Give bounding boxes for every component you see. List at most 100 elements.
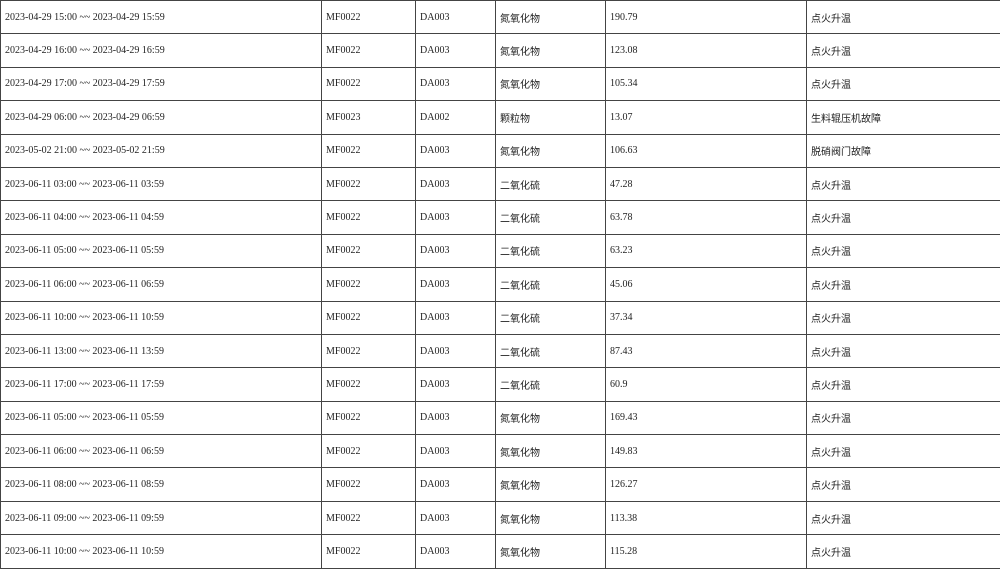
cell-period: 2023-06-11 13:00 ~~ 2023-06-11 13:59 — [0, 333, 322, 369]
cell-outlet: MF0022 — [321, 500, 416, 536]
cell-pollutant: 二氧化硫 — [495, 233, 606, 269]
cell-reason: 点火升温 — [806, 367, 1000, 402]
cell-value: 45.06 — [605, 267, 807, 302]
cell-pollutant: 二氧化硫 — [495, 200, 606, 235]
cell-period: 2023-06-11 04:00 ~~ 2023-06-11 04:59 — [0, 200, 322, 235]
cell-value: 106.63 — [605, 133, 807, 168]
cell-code: DA003 — [415, 333, 496, 369]
cell-code: DA003 — [415, 0, 496, 35]
cell-period: 2023-06-11 10:00 ~~ 2023-06-11 10:59 — [0, 300, 322, 335]
cell-code: DA003 — [415, 233, 496, 269]
cell-value: 149.83 — [605, 434, 807, 469]
cell-period: 2023-06-11 06:00 ~~ 2023-06-11 06:59 — [0, 267, 322, 302]
cell-outlet: MF0022 — [321, 267, 416, 302]
cell-value: 37.34 — [605, 300, 807, 335]
cell-pollutant: 氮氧化物 — [495, 400, 606, 436]
cell-code: DA002 — [415, 100, 496, 135]
cell-pollutant: 二氧化硫 — [495, 166, 606, 202]
table-row: 2023-06-11 05:00 ~~ 2023-06-11 05:59 MF00… — [0, 233, 1000, 269]
table-row: 2023-04-29 15:00 ~~ 2023-04-29 15:59 MF00… — [0, 0, 1000, 35]
cell-code: DA003 — [415, 400, 496, 436]
cell-outlet: MF0022 — [321, 300, 416, 335]
cell-period: 2023-06-11 05:00 ~~ 2023-06-11 05:59 — [0, 400, 322, 436]
cell-reason: 点火升温 — [806, 500, 1000, 536]
cell-pollutant: 氮氧化物 — [495, 66, 606, 102]
cell-reason: 生料辊压机故障 — [806, 100, 1000, 135]
cell-outlet: MF0022 — [321, 233, 416, 269]
cell-outlet: MF0023 — [321, 100, 416, 135]
cell-pollutant: 氮氧化物 — [495, 467, 606, 502]
cell-period: 2023-04-29 06:00 ~~ 2023-04-29 06:59 — [0, 100, 322, 135]
cell-code: DA003 — [415, 367, 496, 402]
table-row: 2023-06-11 09:00 ~~ 2023-06-11 09:59 MF00… — [0, 500, 1000, 536]
cell-code: DA003 — [415, 267, 496, 302]
cell-pollutant: 氮氧化物 — [495, 534, 606, 569]
table-row: 2023-06-11 04:00 ~~ 2023-06-11 04:59 MF00… — [0, 200, 1000, 235]
cell-reason: 点火升温 — [806, 233, 1000, 269]
cell-code: DA003 — [415, 434, 496, 469]
cell-pollutant: 颗粒物 — [495, 100, 606, 135]
cell-code: DA003 — [415, 534, 496, 569]
cell-reason: 点火升温 — [806, 66, 1000, 102]
cell-outlet: MF0022 — [321, 66, 416, 102]
cell-value: 169.43 — [605, 400, 807, 436]
cell-code: DA003 — [415, 166, 496, 202]
cell-reason: 点火升温 — [806, 400, 1000, 436]
cell-reason: 点火升温 — [806, 0, 1000, 35]
cell-pollutant: 二氧化硫 — [495, 333, 606, 369]
cell-value: 87.43 — [605, 333, 807, 369]
cell-pollutant: 氮氧化物 — [495, 0, 606, 35]
table-row: 2023-04-29 17:00 ~~ 2023-04-29 17:59 MF00… — [0, 66, 1000, 102]
cell-outlet: MF0022 — [321, 434, 416, 469]
cell-reason: 点火升温 — [806, 33, 1000, 68]
cell-value: 47.28 — [605, 166, 807, 202]
cell-value: 126.27 — [605, 467, 807, 502]
table-row: 2023-06-11 08:00 ~~ 2023-06-11 08:59 MF00… — [0, 467, 1000, 502]
cell-value: 115.28 — [605, 534, 807, 569]
table-row: 2023-04-29 16:00 ~~ 2023-04-29 16:59 MF00… — [0, 33, 1000, 68]
cell-period: 2023-05-02 21:00 ~~ 2023-05-02 21:59 — [0, 133, 322, 168]
cell-reason: 脱硝阀门故障 — [806, 133, 1000, 168]
cell-outlet: MF0022 — [321, 166, 416, 202]
cell-period: 2023-04-29 15:00 ~~ 2023-04-29 15:59 — [0, 0, 322, 35]
cell-pollutant: 氮氧化物 — [495, 434, 606, 469]
cell-period: 2023-06-11 17:00 ~~ 2023-06-11 17:59 — [0, 367, 322, 402]
cell-value: 190.79 — [605, 0, 807, 35]
cell-outlet: MF0022 — [321, 367, 416, 402]
cell-period: 2023-06-11 06:00 ~~ 2023-06-11 06:59 — [0, 434, 322, 469]
table-row: 2023-06-11 03:00 ~~ 2023-06-11 03:59 MF00… — [0, 166, 1000, 202]
cell-outlet: MF0022 — [321, 33, 416, 68]
table-row: 2023-06-11 10:00 ~~ 2023-06-11 10:59 MF00… — [0, 300, 1000, 335]
cell-period: 2023-06-11 08:00 ~~ 2023-06-11 08:59 — [0, 467, 322, 502]
cell-outlet: MF0022 — [321, 534, 416, 569]
cell-code: DA003 — [415, 66, 496, 102]
cell-reason: 点火升温 — [806, 300, 1000, 335]
cell-reason: 点火升温 — [806, 534, 1000, 569]
cell-pollutant: 氮氧化物 — [495, 500, 606, 536]
cell-outlet: MF0022 — [321, 467, 416, 502]
cell-value: 123.08 — [605, 33, 807, 68]
cell-value: 113.38 — [605, 500, 807, 536]
cell-outlet: MF0022 — [321, 133, 416, 168]
cell-period: 2023-04-29 16:00 ~~ 2023-04-29 16:59 — [0, 33, 322, 68]
cell-reason: 点火升温 — [806, 434, 1000, 469]
cell-outlet: MF0022 — [321, 200, 416, 235]
cell-period: 2023-06-11 03:00 ~~ 2023-06-11 03:59 — [0, 166, 322, 202]
table-row: 2023-06-11 06:00 ~~ 2023-06-11 06:59 MF00… — [0, 267, 1000, 302]
cell-outlet: MF0022 — [321, 0, 416, 35]
cell-pollutant: 二氧化硫 — [495, 367, 606, 402]
cell-outlet: MF0022 — [321, 333, 416, 369]
cell-reason: 点火升温 — [806, 333, 1000, 369]
table-row: 2023-06-11 10:00 ~~ 2023-06-11 10:59 MF00… — [0, 534, 1000, 569]
table-row: 2023-06-11 17:00 ~~ 2023-06-11 17:59 MF00… — [0, 367, 1000, 402]
cell-code: DA003 — [415, 500, 496, 536]
cell-outlet: MF0022 — [321, 400, 416, 436]
cell-value: 105.34 — [605, 66, 807, 102]
cell-value: 63.23 — [605, 233, 807, 269]
cell-pollutant: 二氧化硫 — [495, 300, 606, 335]
cell-code: DA003 — [415, 133, 496, 168]
cell-pollutant: 氮氧化物 — [495, 33, 606, 68]
cell-value: 63.78 — [605, 200, 807, 235]
cell-reason: 点火升温 — [806, 166, 1000, 202]
